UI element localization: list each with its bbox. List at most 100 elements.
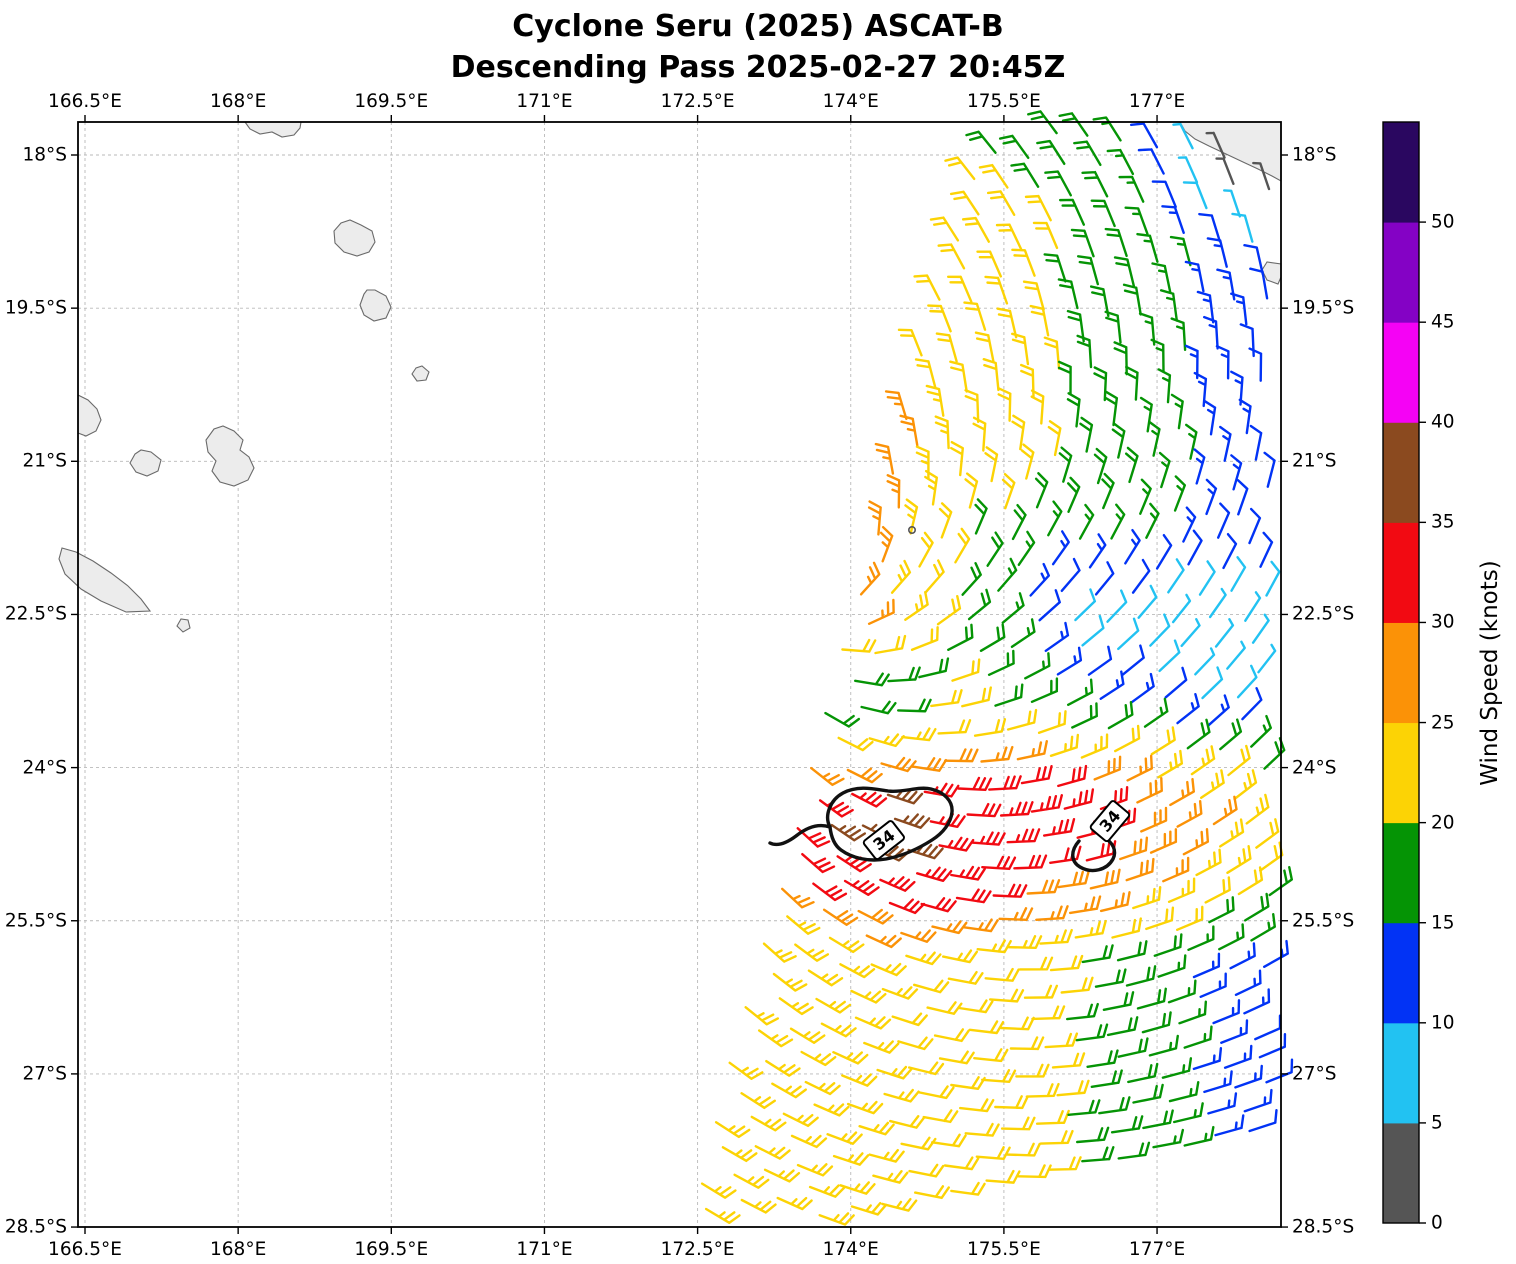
wind-barb <box>890 559 912 594</box>
wind-barb <box>976 250 1002 278</box>
wind-barb <box>1070 228 1095 258</box>
wind-barb <box>1149 613 1171 647</box>
wind-barb <box>839 963 876 979</box>
lat-tick-left: 27°S <box>22 1063 67 1085</box>
wind-barb <box>1060 976 1094 994</box>
wind-barb <box>1168 1080 1200 1103</box>
colorbar-segment <box>1383 1122 1419 1224</box>
wind-barb <box>1030 677 1059 703</box>
wind-barb <box>967 588 992 621</box>
wind-barb <box>1226 640 1246 670</box>
wind-barb <box>1150 726 1176 756</box>
wind-barb <box>1116 940 1148 962</box>
wind-barb <box>1157 749 1184 779</box>
wind-barb <box>934 415 950 450</box>
wind-barb <box>974 331 995 363</box>
wind-barb <box>1176 799 1203 828</box>
wind-barb <box>822 908 859 926</box>
wind-barb <box>1066 678 1094 706</box>
wind-barb <box>789 1027 826 1044</box>
wind-barb <box>1171 593 1192 624</box>
wind-barb <box>1175 905 1204 931</box>
wind-barb <box>975 1146 1011 1161</box>
wind-barb <box>1056 646 1083 676</box>
wind-barb <box>1215 344 1230 380</box>
lat-tick-right: 22.5°S <box>1292 603 1355 625</box>
colorbar-segment <box>1383 622 1419 724</box>
wind-barb <box>1180 618 1201 647</box>
wind-barb <box>754 1145 791 1160</box>
wind-barb <box>897 698 932 713</box>
wind-barb <box>1169 777 1195 807</box>
wind-barb <box>968 1020 1005 1035</box>
wind-barb <box>1066 392 1081 428</box>
wind-barb <box>867 500 882 536</box>
wind-barb <box>986 190 1016 217</box>
axis-ticks <box>71 115 1288 1234</box>
wind-barb <box>1187 529 1203 566</box>
wind-barb <box>841 1073 878 1087</box>
wind-barb <box>790 1134 828 1149</box>
wind-barb <box>796 1163 834 1177</box>
wind-barb <box>984 275 1009 305</box>
wind-barb <box>1263 737 1286 770</box>
wind-barb <box>981 1069 1017 1083</box>
island-vanuatu-top-sliver <box>243 121 302 138</box>
colorbar-tick-label: 30 <box>1431 611 1455 633</box>
wind-barb <box>1078 503 1095 540</box>
lon-tick-top: 175.5°E <box>966 91 1041 112</box>
wind-barb <box>721 1146 758 1163</box>
wind-barb <box>1019 363 1035 398</box>
wind-barb <box>868 1148 905 1163</box>
wind-barb <box>1157 954 1187 978</box>
wind-barb <box>959 1098 995 1113</box>
wind-barb <box>893 813 931 829</box>
wind-barb <box>1149 828 1178 854</box>
wind-barb <box>1107 700 1134 730</box>
wind-barb <box>1142 1109 1174 1130</box>
wind-barb <box>918 1085 955 1100</box>
wind-barb <box>1093 366 1108 402</box>
wind-barb <box>918 657 950 679</box>
wind-barb <box>846 1100 884 1115</box>
wind-barb <box>1076 334 1093 369</box>
wind-barb <box>794 943 830 962</box>
wind-barb <box>1184 423 1198 460</box>
wind-barb <box>1068 895 1102 915</box>
wind-barb <box>1111 422 1126 459</box>
wind-barb <box>782 1112 819 1128</box>
wind-barb <box>1243 892 1270 922</box>
wind-barb <box>897 328 923 357</box>
wind-barb <box>1203 399 1217 436</box>
lat-tick-right: 27°S <box>1292 1063 1337 1085</box>
wind-barb <box>1262 939 1289 968</box>
wind-barb <box>1148 1034 1179 1057</box>
colorbar-segment <box>1383 922 1419 1024</box>
wind-barb <box>1145 502 1160 539</box>
wind-barb <box>988 775 1022 791</box>
wind-barb <box>1219 425 1232 462</box>
wind-barb <box>818 1212 855 1226</box>
wind-barb <box>1131 558 1151 594</box>
wind-barb <box>839 1181 876 1195</box>
wind-barb <box>1220 1019 1249 1044</box>
wind-barb <box>904 498 919 535</box>
wind-barb <box>1248 1108 1278 1133</box>
wind-barb <box>765 1059 801 1077</box>
colorbar-tick-label: 40 <box>1431 411 1455 433</box>
wind-barb <box>1249 424 1263 461</box>
wind-barb <box>1079 416 1094 453</box>
colorbar-tick-label: 35 <box>1431 511 1455 533</box>
wind-barb <box>1182 828 1210 856</box>
wind-barb <box>1026 879 1061 895</box>
wind-barb <box>1190 745 1216 776</box>
wind-barb <box>1187 925 1215 951</box>
island-fiji <box>1179 121 1282 182</box>
wind-barb <box>881 1197 918 1212</box>
wind-barb <box>924 559 945 594</box>
wind-barb <box>946 275 973 303</box>
wind-barb <box>1110 1115 1144 1134</box>
wind-barb <box>1155 533 1173 570</box>
wind-barb <box>915 445 930 480</box>
wind-barb <box>998 134 1030 160</box>
